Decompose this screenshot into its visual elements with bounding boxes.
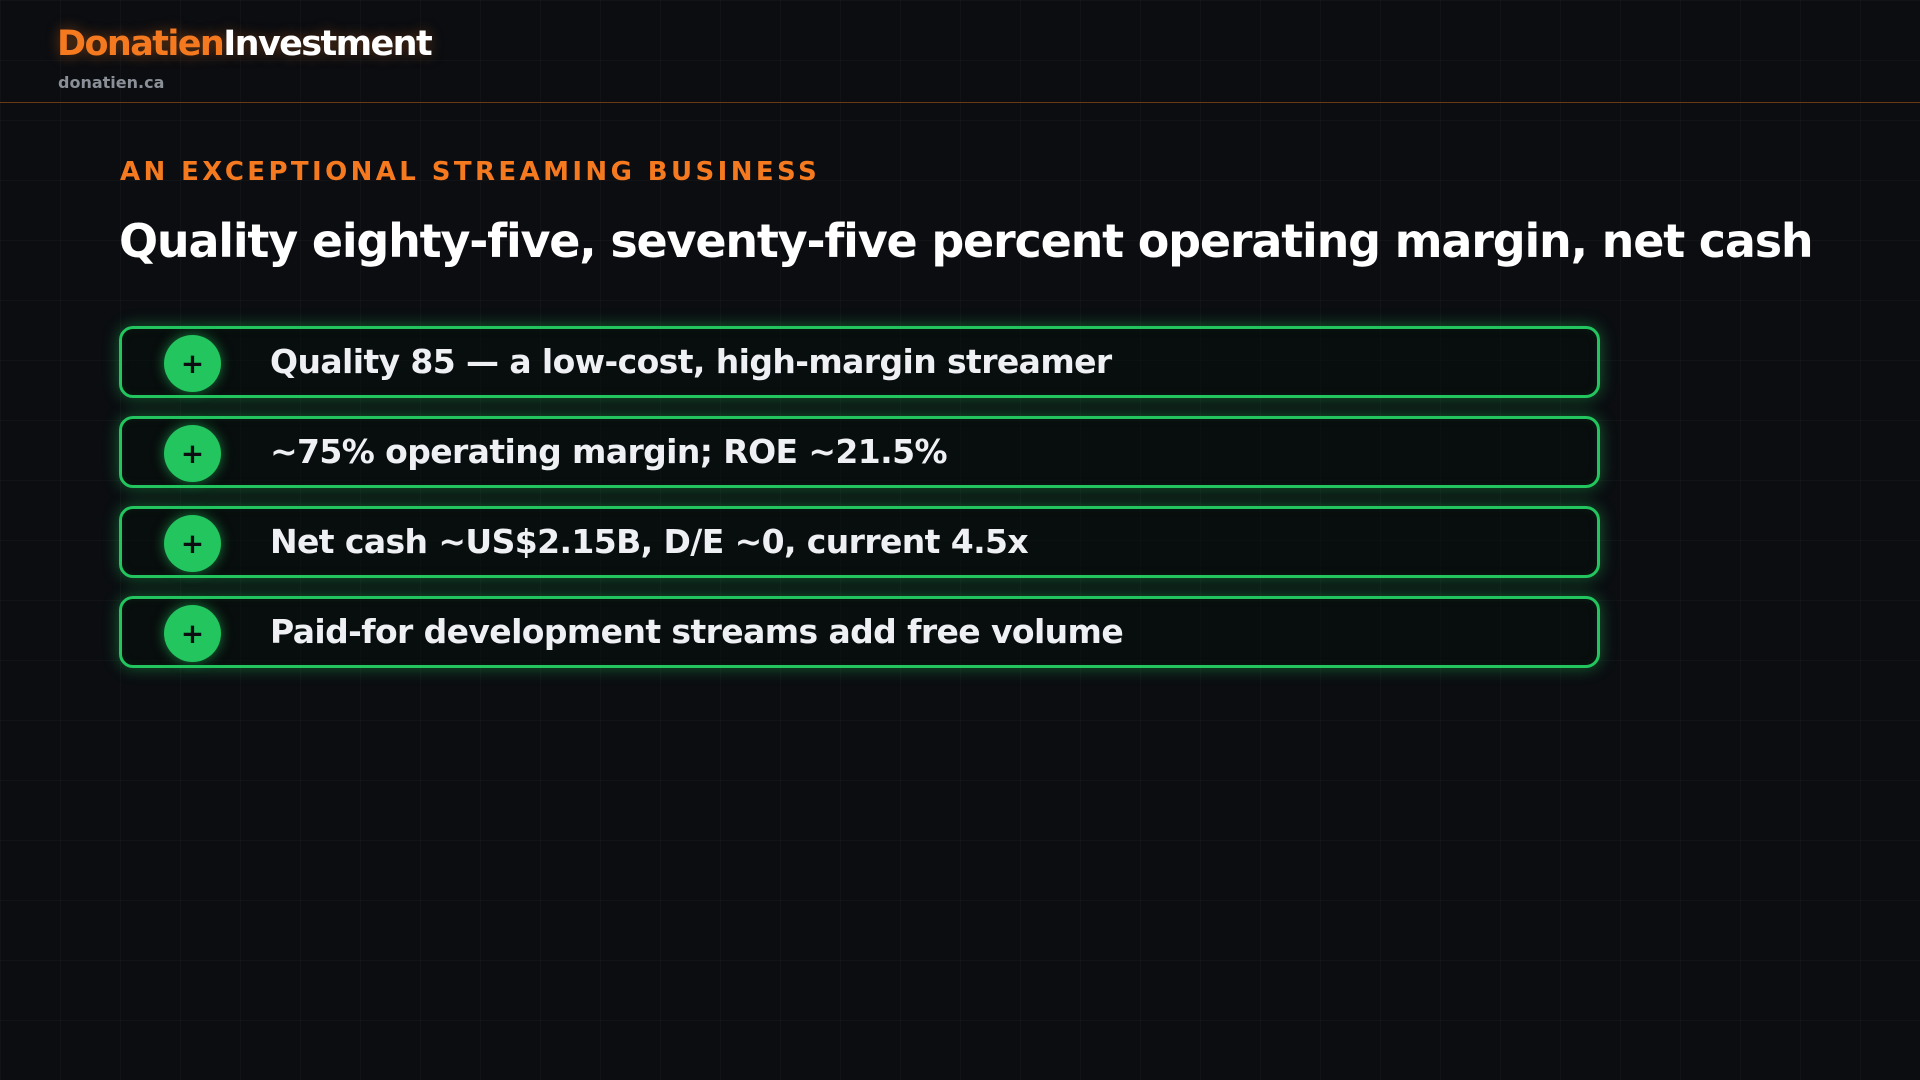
key-point-card: + Paid-for development streams add free … <box>119 596 1600 668</box>
brand-logo[interactable]: DonatienInvestment <box>57 22 433 66</box>
brand-name-primary: Donatien <box>57 24 225 64</box>
key-point-card: + ~75% operating margin; ROE ~21.5% <box>119 416 1600 488</box>
key-point-text: Paid-for development streams add free vo… <box>270 612 1124 651</box>
brand-name-secondary: Investment <box>223 24 433 64</box>
plus-icon: + <box>164 515 221 572</box>
key-point-text: Net cash ~US$2.15B, D/E ~0, current 4.5x <box>270 522 1029 561</box>
key-point-text: ~75% operating margin; ROE ~21.5% <box>270 432 948 471</box>
plus-icon: + <box>164 425 221 482</box>
section-eyebrow: AN EXCEPTIONAL STREAMING BUSINESS <box>120 157 821 187</box>
key-point-card: + Net cash ~US$2.15B, D/E ~0, current 4.… <box>119 506 1600 578</box>
brand-domain: donatien.ca <box>58 73 165 92</box>
slide-title: Quality eighty-five, seventy-five percen… <box>119 214 1814 268</box>
key-point-card: + Quality 85 — a low-cost, high-margin s… <box>119 326 1600 398</box>
key-point-text: Quality 85 — a low-cost, high-margin str… <box>270 342 1112 381</box>
header: DonatienInvestment donatien.ca <box>0 0 1920 103</box>
plus-icon: + <box>164 335 221 392</box>
key-points-list: + Quality 85 — a low-cost, high-margin s… <box>119 326 1600 686</box>
plus-icon: + <box>164 605 221 662</box>
